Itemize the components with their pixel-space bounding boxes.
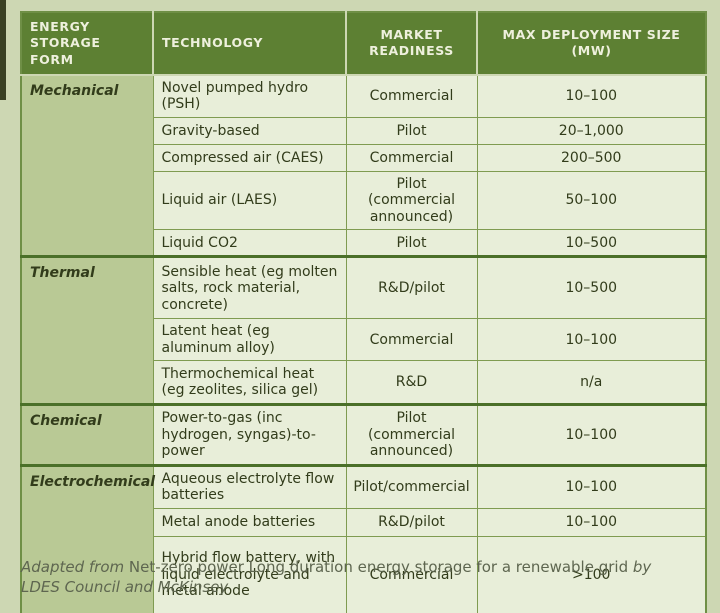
section-chemical: Chemical Power-to-gas (inc hydrogen, syn…	[21, 404, 706, 466]
col-header-market-readiness: MARKET READINESS	[345, 12, 477, 76]
technology-cell: Liquid CO2	[152, 229, 346, 257]
size-cell: 200–500	[476, 143, 706, 172]
caption-byline: by LDES Council and McKinsey	[21, 558, 652, 597]
section-electrochemical: Electrochemical Aqueous electrolyte flow…	[21, 465, 706, 613]
readiness-cell: Pilot/commercial	[345, 465, 477, 509]
category-cell-thermal: Thermal	[21, 256, 153, 405]
readiness-cell: Pilot (commercial announced)	[345, 170, 477, 230]
readiness-cell: Pilot	[345, 116, 477, 145]
readiness-cell: Commercial	[345, 143, 477, 172]
size-cell: n/a	[476, 360, 706, 405]
page-edge-shadow	[0, 0, 6, 100]
size-cell: 10–500	[476, 229, 706, 257]
size-cell: >100	[476, 535, 706, 613]
readiness-cell: R&D/pilot	[345, 507, 477, 537]
category-cell-chemical: Chemical	[21, 404, 153, 466]
size-cell: 10–100	[476, 404, 706, 466]
category-cell-mechanical: Mechanical	[21, 74, 153, 257]
readiness-cell: Commercial	[345, 535, 477, 613]
table-row: Chemical Power-to-gas (inc hydrogen, syn…	[21, 404, 706, 466]
size-cell: 10–100	[476, 74, 706, 118]
table-row: Electrochemical Aqueous electrolyte flow…	[21, 465, 706, 613]
table-row: Hybrid flow battery, with liquid electro…	[21, 535, 706, 613]
table-row: Mechanical Novel pumped hydro (PSH) Comm…	[21, 74, 706, 257]
technology-cell: Aqueous electrolyte flow batteries	[152, 465, 346, 509]
readiness-cell: R&D/pilot	[345, 256, 477, 319]
technology-cell: Liquid air (LAES)	[152, 170, 346, 230]
caption-lead-in: Adapted from	[21, 558, 125, 576]
technology-cell: Hybrid flow battery, with liquid electro…	[152, 535, 346, 613]
category-cell-electrochemical: Electrochemical	[21, 465, 155, 613]
col-header-max-deployment-size: MAX DEPLOYMENT SIZE (MW)	[476, 12, 706, 76]
size-cell: 20–1,000	[476, 116, 706, 145]
readiness-cell: Pilot	[345, 229, 477, 257]
header-row: ENERGY STORAGE FORM TECHNOLOGY MARKET RE…	[21, 12, 706, 76]
col-header-energy-storage-form: ENERGY STORAGE FORM	[21, 12, 153, 76]
table-row: Gravity-based Pilot 20–1,000	[21, 116, 706, 145]
energy-storage-table: ENERGY STORAGE FORM TECHNOLOGY MARKET RE…	[20, 11, 707, 613]
table-header: ENERGY STORAGE FORM TECHNOLOGY MARKET RE…	[21, 12, 706, 76]
section-mechanical: Mechanical Novel pumped hydro (PSH) Comm…	[21, 74, 706, 257]
readiness-cell: Pilot (commercial announced)	[345, 404, 477, 466]
technology-cell: Latent heat (eg aluminum alloy)	[152, 318, 346, 361]
size-cell: 10–100	[476, 507, 706, 537]
table-row: Liquid air (LAES) Pilot (commercial anno…	[21, 170, 706, 230]
readiness-cell: Commercial	[345, 74, 477, 118]
technology-cell: Thermochemical heat (eg zeolites, silica…	[152, 360, 346, 405]
section-thermal: Thermal Sensible heat (eg molten salts, …	[21, 256, 706, 405]
size-cell: 10–100	[476, 465, 706, 509]
table-row: Liquid CO2 Pilot 10–500	[21, 229, 706, 257]
technology-cell: Metal anode batteries	[152, 507, 346, 537]
technology-cell: Sensible heat (eg molten salts, rock mat…	[152, 256, 346, 319]
table-row: Compressed air (CAES) Commercial 200–500	[21, 143, 706, 172]
col-header-technology: TECHNOLOGY	[152, 12, 346, 76]
table-row: Thermochemical heat (eg zeolites, silica…	[21, 360, 706, 405]
table-row: Metal anode batteries R&D/pilot 10–100	[21, 507, 706, 537]
readiness-cell: R&D	[345, 360, 477, 405]
size-cell: 50–100	[476, 170, 706, 230]
size-cell: 10–500	[476, 256, 706, 319]
readiness-cell: Commercial	[345, 318, 477, 361]
technology-cell: Gravity-based	[152, 116, 346, 145]
technology-cell: Power-to-gas (inc hydrogen, syngas)-to-p…	[152, 404, 346, 466]
table-row: Thermal Sensible heat (eg molten salts, …	[21, 256, 706, 405]
source-caption: Adapted from Net-zero power Long duratio…	[21, 557, 693, 598]
technology-cell: Compressed air (CAES)	[152, 143, 346, 172]
technology-cell: Novel pumped hydro (PSH)	[152, 74, 346, 118]
table-row: Latent heat (eg aluminum alloy) Commerci…	[21, 318, 706, 361]
caption-title: Net-zero power Long duration energy stor…	[128, 558, 629, 576]
size-cell: 10–100	[476, 318, 706, 361]
